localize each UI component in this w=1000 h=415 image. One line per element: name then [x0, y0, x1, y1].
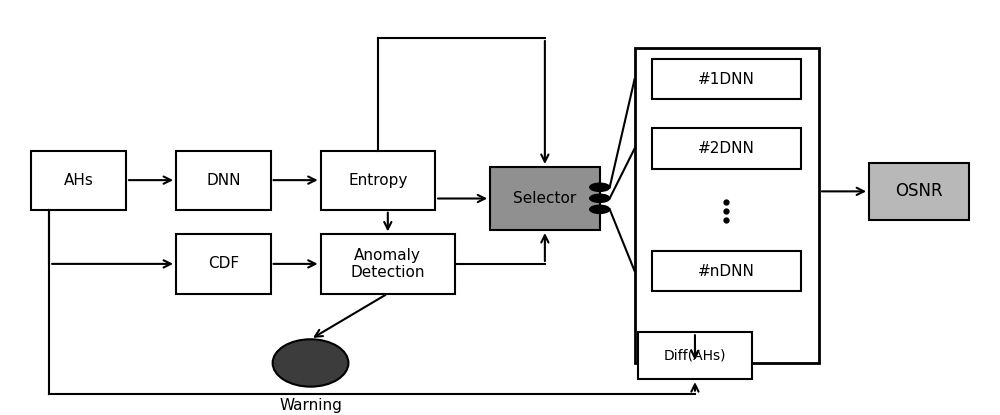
Text: #2DNN: #2DNN	[698, 141, 755, 156]
Text: CDF: CDF	[208, 256, 239, 271]
Text: Selector: Selector	[513, 191, 576, 206]
FancyBboxPatch shape	[652, 59, 801, 100]
Text: OSNR: OSNR	[895, 182, 943, 200]
FancyBboxPatch shape	[638, 332, 752, 379]
FancyBboxPatch shape	[869, 163, 969, 220]
Circle shape	[590, 205, 610, 213]
Text: #1DNN: #1DNN	[698, 71, 755, 86]
Text: Entropy: Entropy	[348, 173, 408, 188]
Text: Diff(AHs): Diff(AHs)	[664, 349, 726, 363]
Text: Warning: Warning	[279, 398, 342, 413]
FancyBboxPatch shape	[635, 49, 819, 363]
Text: AHs: AHs	[64, 173, 94, 188]
Circle shape	[590, 194, 610, 203]
Text: DNN: DNN	[206, 173, 241, 188]
FancyBboxPatch shape	[652, 128, 801, 169]
FancyBboxPatch shape	[490, 167, 600, 230]
FancyBboxPatch shape	[176, 151, 271, 210]
FancyBboxPatch shape	[652, 251, 801, 291]
Text: Anomaly
Detection: Anomaly Detection	[351, 248, 425, 280]
FancyBboxPatch shape	[320, 234, 455, 293]
Ellipse shape	[273, 339, 348, 387]
FancyBboxPatch shape	[320, 151, 435, 210]
Text: #nDNN: #nDNN	[698, 264, 755, 278]
Circle shape	[590, 183, 610, 191]
FancyBboxPatch shape	[31, 151, 126, 210]
FancyBboxPatch shape	[176, 234, 271, 293]
